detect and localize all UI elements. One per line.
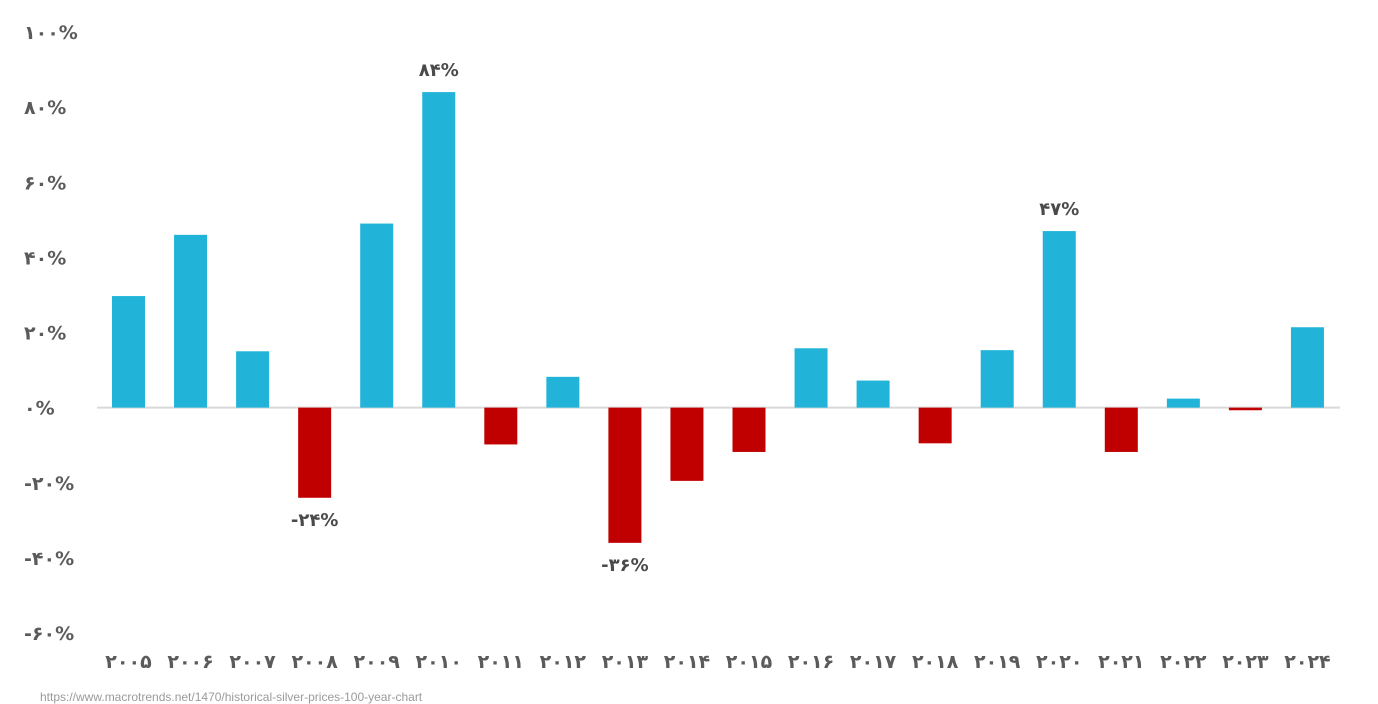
data-label: ۴۷% bbox=[1039, 199, 1079, 220]
bar bbox=[1290, 327, 1324, 408]
bar bbox=[1166, 398, 1200, 408]
y-tick-label: ۱۰۰% bbox=[24, 22, 78, 44]
bar bbox=[360, 223, 394, 408]
x-tick-label: ۲۰۱۳ bbox=[602, 651, 649, 673]
bar bbox=[856, 380, 890, 408]
bar bbox=[1228, 407, 1262, 411]
x-tick-label: ۲۰۱۵ bbox=[726, 651, 773, 673]
y-tick-label: ۰% bbox=[24, 398, 55, 420]
bar bbox=[422, 92, 456, 408]
y-tick-label: ۶۰% bbox=[24, 172, 66, 194]
data-label: ۸۴% bbox=[419, 60, 459, 81]
bar bbox=[236, 351, 270, 408]
bar bbox=[794, 348, 828, 408]
x-tick-label: ۲۰۱۰ bbox=[416, 651, 462, 673]
bar bbox=[546, 376, 580, 408]
y-tick-label: -۶۰% bbox=[24, 623, 74, 645]
bar bbox=[980, 350, 1014, 408]
bar bbox=[732, 407, 766, 452]
data-label: -۳۶% bbox=[601, 555, 648, 576]
bar bbox=[608, 407, 642, 543]
bar bbox=[918, 407, 952, 444]
x-tick-label: ۲۰۲۰ bbox=[1036, 651, 1082, 673]
x-tick-label: ۲۰۲۴ bbox=[1284, 651, 1330, 673]
bar bbox=[1104, 407, 1138, 452]
y-tick-label: -۲۰% bbox=[24, 473, 74, 495]
x-tick-label: ۲۰۱۸ bbox=[912, 651, 959, 673]
y-tick-label: ۴۰% bbox=[24, 247, 66, 269]
data-label: -۲۴% bbox=[291, 510, 338, 531]
y-tick-label: ۸۰% bbox=[24, 97, 66, 119]
x-tick-label: ۲۰۲۱ bbox=[1098, 651, 1144, 673]
x-tick-label: ۲۰۰۹ bbox=[354, 651, 401, 673]
bar bbox=[174, 234, 208, 408]
bar bbox=[112, 296, 145, 408]
bar bbox=[670, 407, 704, 481]
x-tick-label: ۲۰۰۷ bbox=[229, 651, 276, 673]
bar bbox=[298, 407, 332, 498]
x-tick-label: ۲۰۱۲ bbox=[540, 651, 587, 673]
x-tick-label: ۲۰۱۷ bbox=[850, 651, 897, 673]
y-tick-label: -۴۰% bbox=[24, 548, 74, 570]
x-tick-label: ۲۰۱۴ bbox=[664, 651, 710, 673]
x-tick-label: ۲۰۰۵ bbox=[105, 651, 152, 673]
y-tick-label: ۲۰% bbox=[24, 323, 66, 345]
bar bbox=[484, 407, 518, 445]
x-tick-label: ۲۰۲۲ bbox=[1160, 651, 1207, 673]
x-tick-label: ۲۰۰۶ bbox=[167, 651, 213, 673]
x-tick-label: ۲۰۰۸ bbox=[291, 651, 338, 673]
source-note: https://www.macrotrends.net/1470/histori… bbox=[40, 690, 423, 704]
bar bbox=[1042, 231, 1076, 408]
x-tick-label: ۲۰۱۱ bbox=[478, 651, 524, 673]
x-tick-label: ۲۰۱۶ bbox=[788, 651, 834, 673]
x-tick-label: ۲۰۱۹ bbox=[974, 651, 1021, 673]
x-tick-label: ۲۰۲۳ bbox=[1222, 651, 1269, 673]
